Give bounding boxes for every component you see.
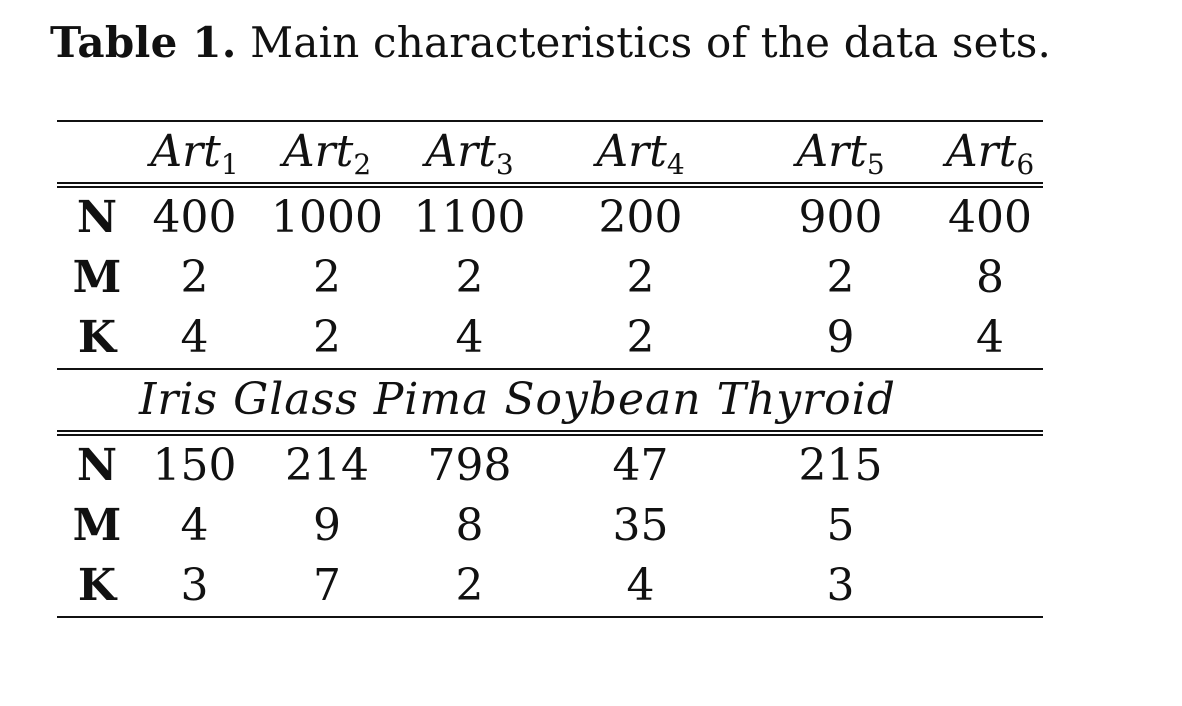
- table-cell: 47: [612, 440, 669, 491]
- table-row: M 2 2 2 2 2 8: [57, 248, 1043, 308]
- row-label: M: [72, 252, 122, 303]
- table-cell: 2: [826, 252, 855, 303]
- row-label: M: [72, 500, 122, 551]
- table-cell: 2: [626, 312, 655, 363]
- header-art2: Art2: [252, 120, 402, 188]
- table-cell: 215: [798, 440, 883, 491]
- table-row: N 400 1000 1100 200 900 400: [57, 185, 1043, 248]
- header-glass: Glass: [233, 374, 359, 425]
- row-label: K: [57, 556, 137, 618]
- table-cell: 8: [976, 252, 1004, 303]
- header-thyroid: Thyroid: [716, 374, 896, 425]
- artificial-header-row: Art1 Art2 Art3 Art4 Art5 Art6: [57, 120, 1043, 188]
- row-label: N: [76, 192, 118, 243]
- table-cell: 3: [744, 556, 937, 618]
- header-art6: Art6: [937, 120, 1043, 188]
- table-cell: 214: [285, 440, 369, 491]
- table-row: M 4 9 8 35 5: [57, 496, 1043, 556]
- table-cell: 1000: [271, 192, 383, 243]
- table-row: N 150 214 798 47 215: [57, 433, 1043, 496]
- header-soybean: Soybean: [504, 374, 702, 425]
- table-cell: 8: [455, 500, 484, 551]
- table-cell: 4: [180, 500, 209, 551]
- header-iris: Iris: [139, 374, 219, 425]
- table-row: K 4 2 4 2 9 4: [57, 308, 1043, 369]
- table-cell: 9: [826, 312, 855, 363]
- table-cell: 4: [180, 312, 209, 363]
- real-header-labels: Iris Glass Pima Soybean Thyroid: [137, 368, 1043, 436]
- table-cell: 2: [402, 556, 537, 618]
- characteristics-table: Art1 Art2 Art3 Art4 Art5 Art6 N 400 1000…: [57, 120, 1043, 618]
- table-caption: Table 1. Main characteristics of the dat…: [50, 18, 1051, 67]
- table-cell: [937, 556, 1043, 618]
- table-cell: 3: [137, 556, 252, 618]
- header-pima: Pima: [373, 374, 490, 425]
- row-label: K: [77, 312, 117, 363]
- table-cell: 4: [976, 312, 1004, 363]
- caption-label: Table 1.: [50, 18, 237, 67]
- table-cell: [937, 433, 1043, 496]
- table-cell: 150: [152, 440, 237, 491]
- table-row: K 3 7 2 4 3: [57, 556, 1043, 618]
- table-cell: 2: [313, 312, 341, 363]
- row-label: N: [76, 440, 118, 491]
- header-art1: Art1: [137, 120, 252, 188]
- real-header-row: Iris Glass Pima Soybean Thyroid: [57, 368, 1043, 436]
- table-cell: 798: [427, 440, 512, 491]
- table-cell: 5: [826, 500, 855, 551]
- table-cell: 7: [252, 556, 402, 618]
- header-art3: Art3: [402, 120, 537, 188]
- header-corner: [57, 368, 137, 436]
- table-cell: 900: [798, 192, 883, 243]
- table-cell: 9: [313, 500, 341, 551]
- table-cell: [937, 496, 1043, 556]
- table-cell: 1100: [413, 192, 526, 243]
- table-cell: 2: [313, 252, 341, 303]
- table-cell: 2: [455, 252, 484, 303]
- table-cell: 400: [948, 192, 1032, 243]
- table-cell: 4: [537, 556, 744, 618]
- header-art5: Art5: [744, 120, 937, 188]
- header-art4: Art4: [537, 120, 744, 188]
- table-cell: 400: [152, 192, 237, 243]
- table-cell: 4: [455, 312, 484, 363]
- table-cell: 35: [612, 500, 669, 551]
- table-cell: 2: [180, 252, 209, 303]
- table-cell: 200: [598, 192, 683, 243]
- header-corner: [57, 120, 137, 188]
- data-sets-table: Art1 Art2 Art3 Art4 Art5 Art6 N 400 1000…: [57, 120, 1043, 618]
- table-cell: 2: [626, 252, 655, 303]
- caption-text: Main characteristics of the data sets.: [250, 18, 1052, 67]
